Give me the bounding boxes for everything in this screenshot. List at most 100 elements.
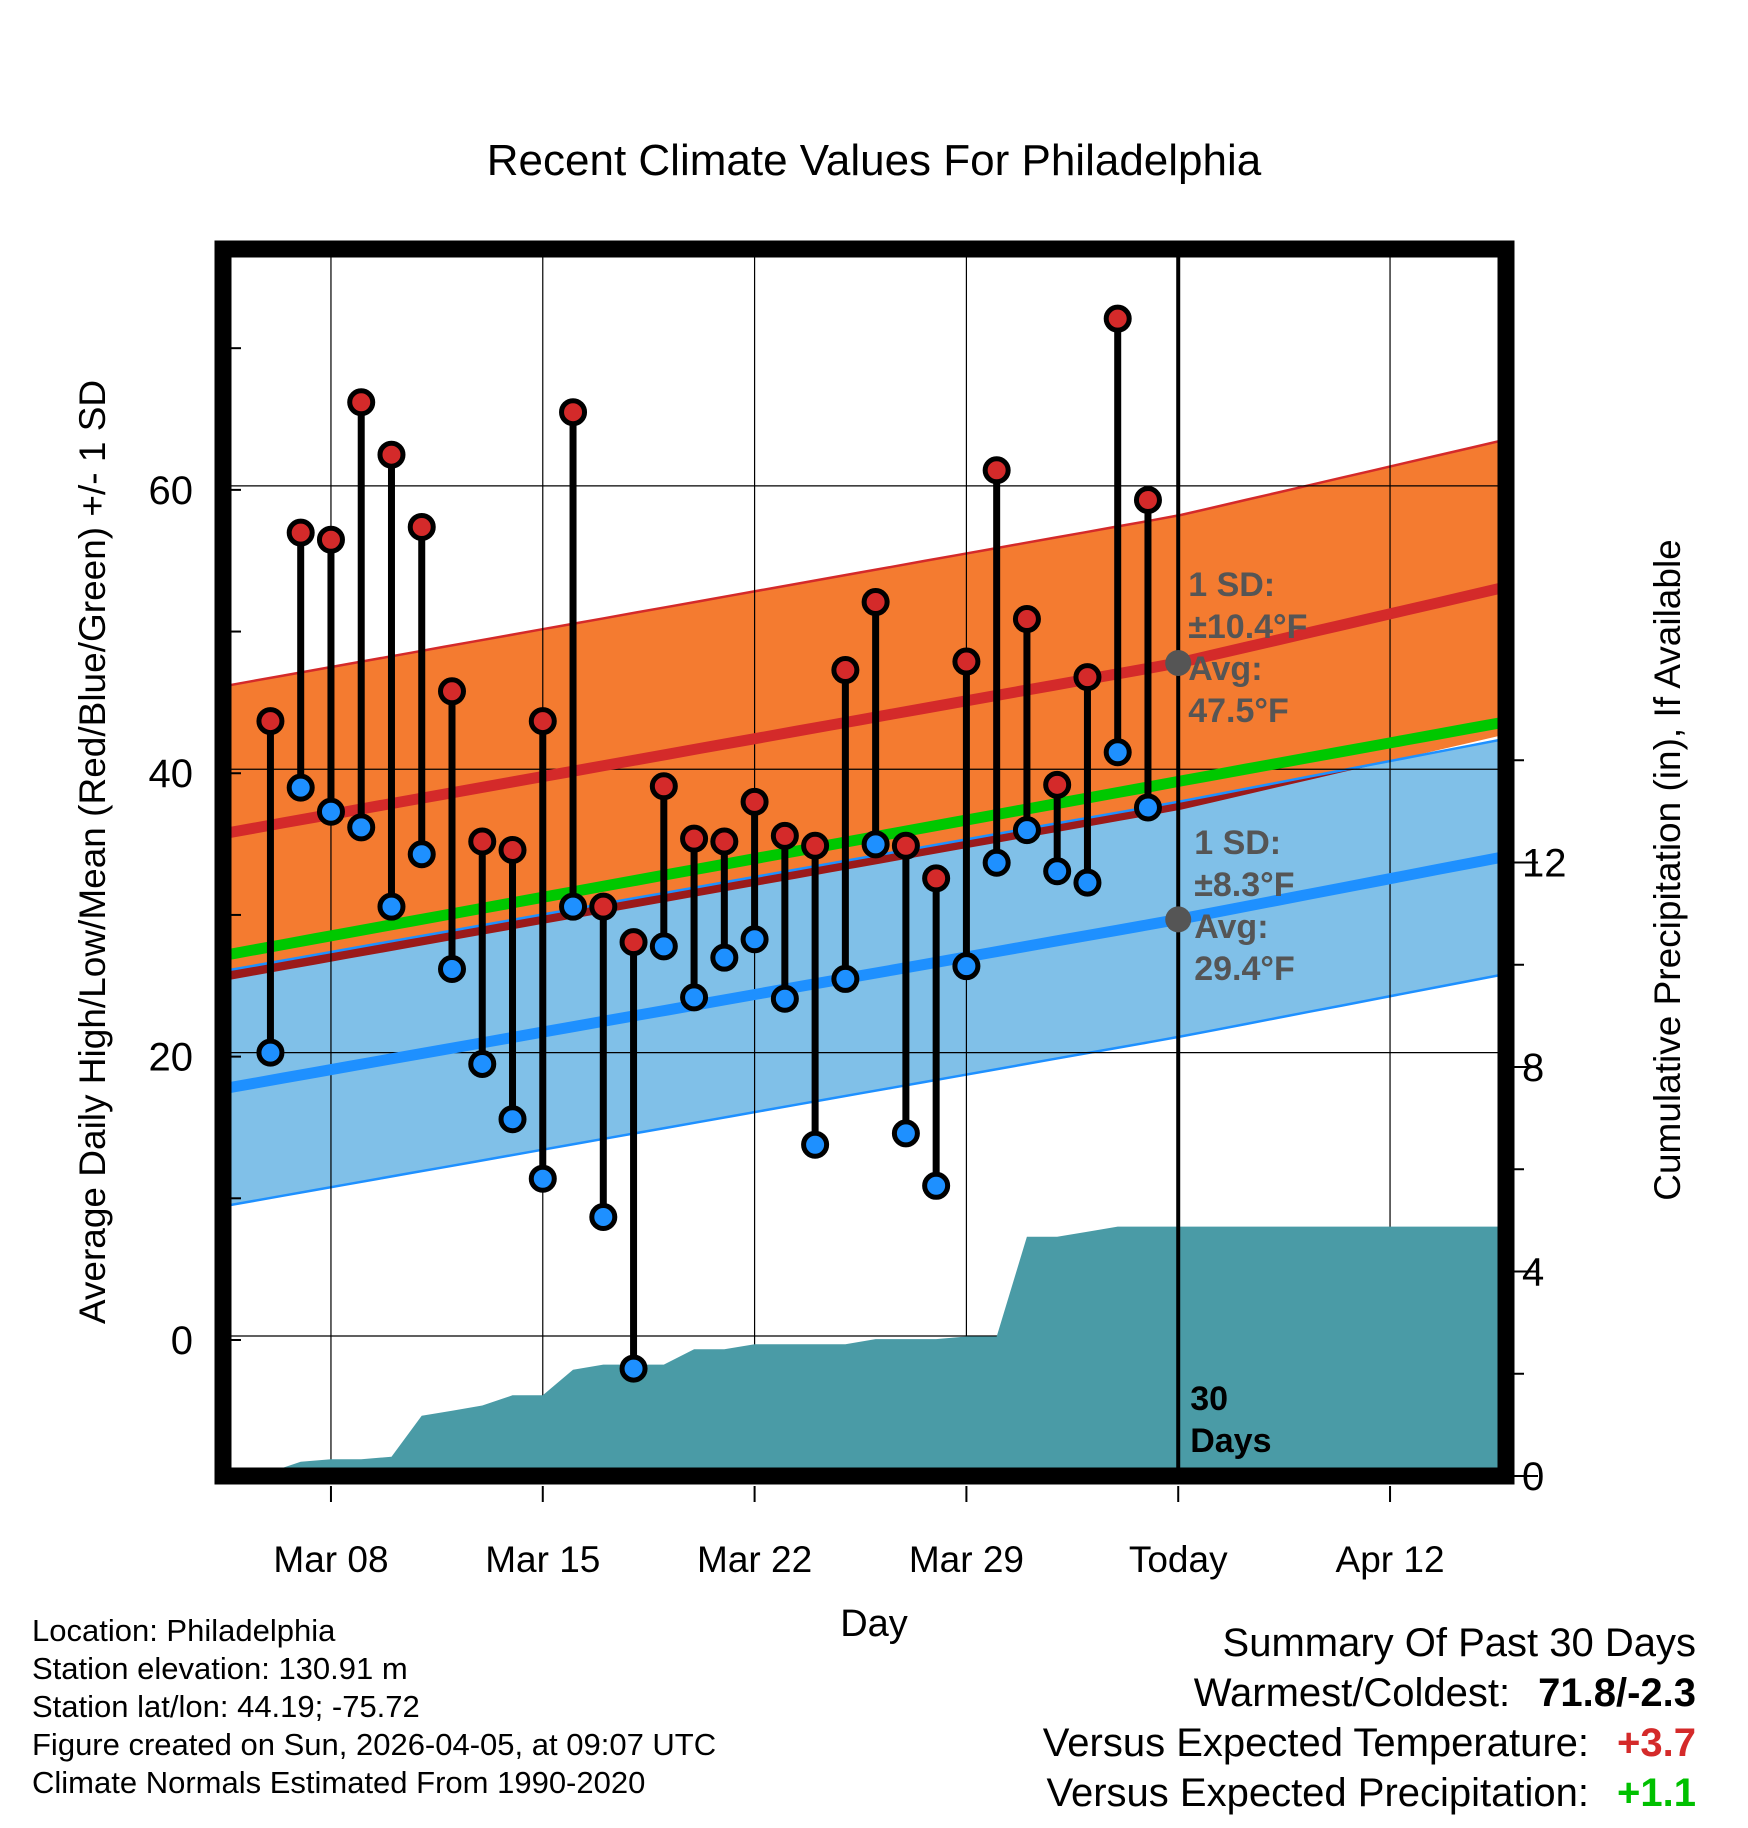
chart-title: Recent Climate Values For Philadelphia [487,136,1262,185]
low-dot [1043,857,1072,886]
high-dot [982,456,1011,485]
low-dot [831,964,860,993]
y-tick-label-left: 20 [149,1036,194,1080]
low-dot [891,1119,920,1148]
daily-dots [256,304,1162,1383]
info-elevation: Station elevation: 130.91 m [32,1651,408,1686]
low-dot [468,1049,497,1078]
high-dot [1073,663,1102,692]
summary-precip-value: +1.1 [1617,1771,1696,1815]
high-dot [256,707,285,736]
plot-border [214,240,1515,1485]
summary-temp-value: +3.7 [1617,1721,1696,1765]
summary-title: Summary Of Past 30 Days [1222,1621,1696,1665]
precip-area [240,1226,1502,1472]
summary-warm-value: 71.8/-2.3 [1538,1671,1696,1715]
low-dot [922,1171,951,1200]
high-band-top-edge [219,439,1502,689]
station-info: Location: Philadelphia Station elevation… [32,1612,716,1802]
normal-low-line [219,851,1502,1095]
summary-warm-label: Warmest/Coldest: [1193,1671,1511,1715]
high-dot [952,647,981,676]
high-dot [861,588,890,617]
normal-mean-line [219,717,1502,962]
info-location: Location: Philadelphia [32,1613,336,1648]
info-created: Figure created on Sun, 2026-04-05, at 09… [32,1727,717,1762]
low-dot [619,1354,648,1383]
high-dot [498,835,527,864]
low-sd-annotation: ±8.3°F [1194,866,1294,904]
high-dot [528,707,557,736]
low-dot [286,773,315,802]
y-tick-label-left: 40 [149,752,194,796]
low-dot [589,1202,618,1231]
low-dot [740,925,769,954]
high-dot [680,824,709,853]
low-band-bottom-edge [219,973,1502,1209]
normal-high-line [219,582,1502,840]
summary-temp-row: Versus Expected Temperature: +3.7 [1043,1718,1696,1768]
high-dot [1012,605,1041,634]
x-axis-label: Day [840,1603,908,1645]
y-axis-label-left: Average Daily High/Low/Mean (Red/Blue/Gr… [72,380,113,1324]
low-dot [710,943,739,972]
low-dot [559,892,588,921]
high-dot [770,821,799,850]
y-tick-label-right: 8 [1522,1046,1544,1090]
high-sd-annotation: ±10.4°F [1188,608,1307,646]
plot-frame [214,240,1515,1485]
high-dot [347,388,376,417]
y-axis-label-right: Cumulative Precipitation (in), If Availa… [1647,539,1688,1201]
high-dot [437,677,466,706]
summary-panel: Summary Of Past 30 Days Warmest/Coldest:… [1043,1618,1696,1818]
low-dot [1012,816,1041,845]
high-dot [468,827,497,856]
axes: Mar 08 Mar 15 Mar 22 Mar 29 Today Apr 1202040… [149,347,1567,1580]
high-dot [801,831,830,860]
low-dot [1103,738,1132,767]
precip-layer [240,1226,1502,1472]
low-dot [256,1038,285,1067]
y-tick-label-right: 4 [1522,1251,1544,1295]
high-dot [286,518,315,547]
high-sd-annotation: 47.5°F [1188,692,1289,730]
info-normals: Climate Normals Estimated From 1990-2020 [32,1765,646,1800]
low-dot [982,848,1011,877]
days-annotation: 30 [1190,1380,1228,1418]
low-dot [680,983,709,1012]
high-dot [740,787,769,816]
days-annotation: Days [1190,1422,1271,1460]
annotations: 1 SD: ±10.4°F Avg: 47.5°F 1 SD: ±8.3°F Avg: 29.… [1165,566,1307,1460]
x-tick-label: Mar 08 [273,1539,388,1580]
low-band-top-edge [219,738,1502,974]
high-dot [316,525,345,554]
today-low-avg-marker [1165,906,1192,933]
high-dot [710,827,739,856]
x-tick-label: Mar 29 [909,1539,1024,1580]
low-sd-annotation: 1 SD: [1194,824,1281,862]
high-dot [1103,304,1132,333]
high-sd-annotation: 1 SD: [1188,566,1275,604]
high-dot [831,656,860,685]
today-high-avg-marker [1165,649,1192,676]
high-dot [407,512,436,541]
low-dot [649,932,678,961]
low-dot [437,955,466,984]
low-dot [407,840,436,869]
low-dot [528,1164,557,1193]
x-tick-label: Today [1129,1539,1228,1580]
low-dot [801,1130,830,1159]
summary-precip-row: Versus Expected Precipitation: +1.1 [1043,1768,1697,1818]
high-dot [589,892,618,921]
y-tick-label-right: 12 [1522,842,1567,886]
low-dot [347,813,376,842]
summary-precip-label: Versus Expected Precipitation: [1046,1771,1590,1815]
daily-stems [266,318,1152,1369]
low-sd-annotation: 29.4°F [1194,950,1295,988]
low-dot [316,797,345,826]
y-tick-label-left: 60 [149,469,194,513]
info-latlon: Station lat/lon: 44.19; -75.72 [32,1689,420,1724]
high-dot [377,440,406,469]
low-dot [1073,868,1102,897]
low-dot [861,830,890,859]
